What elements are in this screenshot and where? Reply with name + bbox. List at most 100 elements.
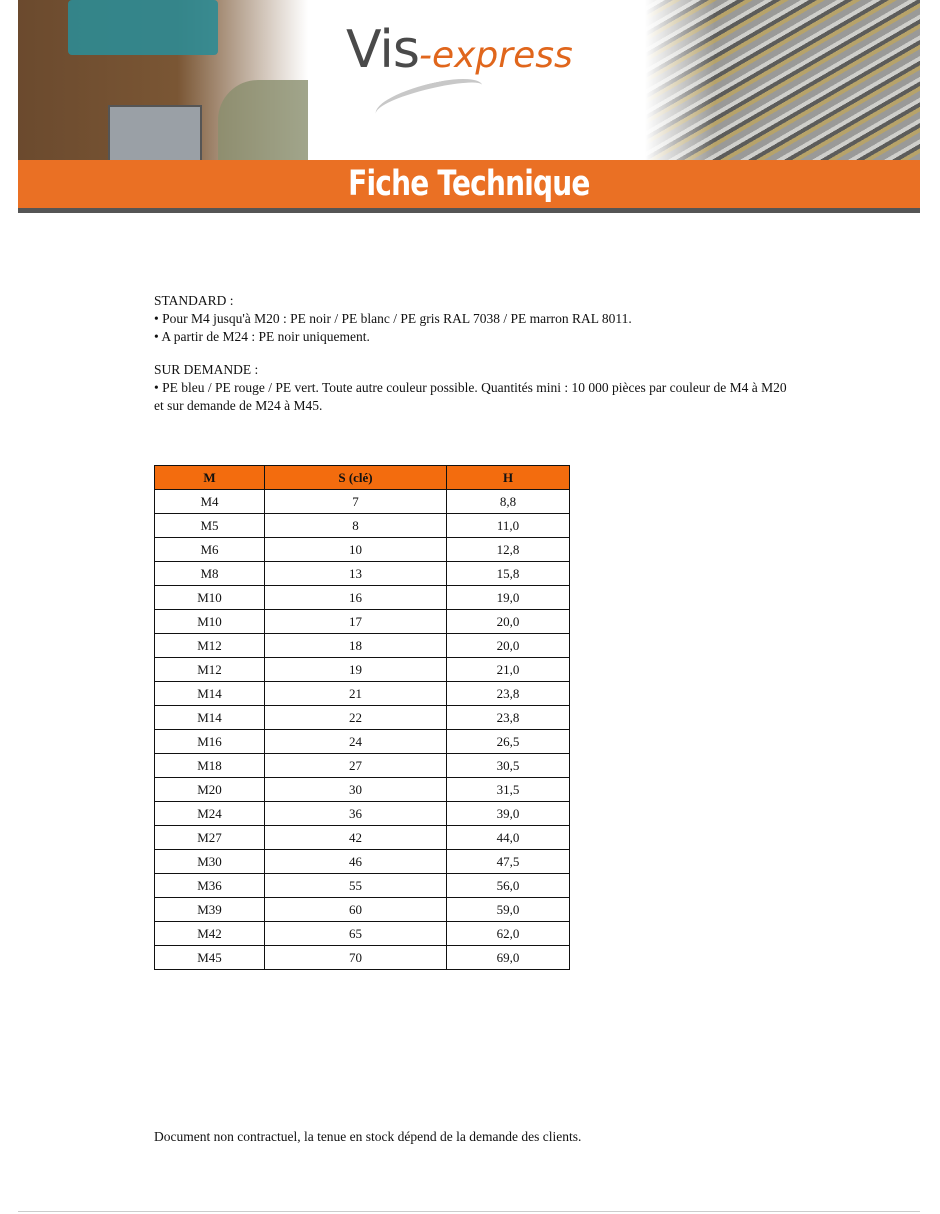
table-header-row: M S (clé) H	[154, 465, 570, 490]
cell-m: M5	[154, 513, 265, 538]
cell-s: 42	[264, 825, 447, 850]
table-row: M8 13 15,8	[154, 561, 570, 586]
table-row: M14 22 23,8	[154, 705, 570, 730]
logo-vis: Vis	[346, 20, 420, 80]
cell-s: 16	[264, 585, 447, 610]
cell-h: 15,8	[446, 561, 570, 586]
cell-h: 20,0	[446, 609, 570, 634]
standard-line: • Pour M4 jusqu'à M20 : PE noir / PE bla…	[154, 311, 632, 326]
cell-m: M42	[154, 921, 265, 946]
cell-h: 23,8	[446, 705, 570, 730]
cell-s: 8	[264, 513, 447, 538]
table-row: M16 24 26,5	[154, 729, 570, 754]
cell-s: 36	[264, 801, 447, 826]
cell-h: 21,0	[446, 657, 570, 682]
cell-h: 30,5	[446, 753, 570, 778]
header-m: M	[154, 465, 265, 490]
logo-express: -express	[418, 35, 573, 76]
cell-s: 30	[264, 777, 447, 802]
table-row: M18 27 30,5	[154, 753, 570, 778]
cell-s: 65	[264, 921, 447, 946]
table-row: M20 30 31,5	[154, 777, 570, 802]
table-row: M45 70 69,0	[154, 945, 570, 970]
cell-m: M14	[154, 705, 265, 730]
cell-h: 59,0	[446, 897, 570, 922]
cell-h: 44,0	[446, 825, 570, 850]
table-row: M39 60 59,0	[154, 897, 570, 922]
cell-m: M12	[154, 657, 265, 682]
divider	[18, 1211, 920, 1212]
table-row: M12 19 21,0	[154, 657, 570, 682]
cell-m: M16	[154, 729, 265, 754]
cell-m: M4	[154, 489, 265, 514]
table-row: M4 7 8,8	[154, 489, 570, 514]
cell-m: M36	[154, 873, 265, 898]
cell-h: 62,0	[446, 921, 570, 946]
cell-s: 21	[264, 681, 447, 706]
logo-swoosh-icon	[371, 72, 487, 127]
cell-h: 47,5	[446, 849, 570, 874]
cell-h: 8,8	[446, 489, 570, 514]
table-row: M6 10 12,8	[154, 537, 570, 562]
cell-h: 12,8	[446, 537, 570, 562]
cell-h: 11,0	[446, 513, 570, 538]
cell-m: M8	[154, 561, 265, 586]
standard-section: STANDARD : • Pour M4 jusqu'à M20 : PE no…	[154, 292, 794, 346]
cell-m: M24	[154, 801, 265, 826]
cell-s: 24	[264, 729, 447, 754]
table-row: M14 21 23,8	[154, 681, 570, 706]
table-row: M27 42 44,0	[154, 825, 570, 850]
cell-m: M10	[154, 585, 265, 610]
logo: Vis-express	[346, 20, 573, 80]
cell-m: M45	[154, 945, 265, 970]
cell-s: 10	[264, 537, 447, 562]
cell-m: M39	[154, 897, 265, 922]
cell-s: 27	[264, 753, 447, 778]
cell-h: 56,0	[446, 873, 570, 898]
header-banner: Vis-express	[18, 0, 920, 160]
cell-m: M30	[154, 849, 265, 874]
cell-m: M27	[154, 825, 265, 850]
cell-s: 55	[264, 873, 447, 898]
sur-demande-heading: SUR DEMANDE :	[154, 362, 259, 377]
cell-s: 19	[264, 657, 447, 682]
footer-note: Document non contractuel, la tenue en st…	[154, 1129, 582, 1144]
cell-s: 46	[264, 849, 447, 874]
workshop-photo	[18, 0, 308, 160]
table-row: M12 18 20,0	[154, 633, 570, 658]
cell-s: 17	[264, 609, 447, 634]
cell-s: 7	[264, 489, 447, 514]
header-h: H	[446, 465, 570, 490]
cell-m: M14	[154, 681, 265, 706]
table-row: M10 17 20,0	[154, 609, 570, 634]
divider	[18, 208, 920, 213]
cell-m: M6	[154, 537, 265, 562]
cell-s: 13	[264, 561, 447, 586]
cell-m: M12	[154, 633, 265, 658]
title-band: Fiche Technique	[18, 160, 920, 208]
cell-h: 26,5	[446, 729, 570, 754]
sur-demande-section: SUR DEMANDE : • PE bleu / PE rouge / PE …	[154, 361, 794, 415]
cell-s: 60	[264, 897, 447, 922]
screws-photo	[645, 0, 920, 160]
page-title: Fiche Technique	[348, 164, 590, 204]
table-row: M10 16 19,0	[154, 585, 570, 610]
table-row: M42 65 62,0	[154, 921, 570, 946]
cell-m: M18	[154, 753, 265, 778]
cell-h: 69,0	[446, 945, 570, 970]
dimensions-table: M S (clé) H M4 7 8,8 M5 8 11,0 M6 10 12,8 M8 13 15,…	[154, 465, 570, 970]
standard-line: • A partir de M24 : PE noir uniquement.	[154, 329, 370, 344]
sur-demande-line: • PE bleu / PE rouge / PE vert. Toute au…	[154, 380, 787, 413]
table-row: M24 36 39,0	[154, 801, 570, 826]
cell-m: M20	[154, 777, 265, 802]
cell-s: 70	[264, 945, 447, 970]
header-s: S (clé)	[264, 465, 447, 490]
table-row: M5 8 11,0	[154, 513, 570, 538]
cell-s: 18	[264, 633, 447, 658]
cell-m: M10	[154, 609, 265, 634]
cell-h: 31,5	[446, 777, 570, 802]
cell-h: 23,8	[446, 681, 570, 706]
table-row: M30 46 47,5	[154, 849, 570, 874]
cell-s: 22	[264, 705, 447, 730]
cell-h: 20,0	[446, 633, 570, 658]
